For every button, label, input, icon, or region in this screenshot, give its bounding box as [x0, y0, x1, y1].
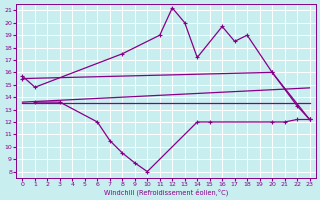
X-axis label: Windchill (Refroidissement éolien,°C): Windchill (Refroidissement éolien,°C) — [104, 188, 228, 196]
